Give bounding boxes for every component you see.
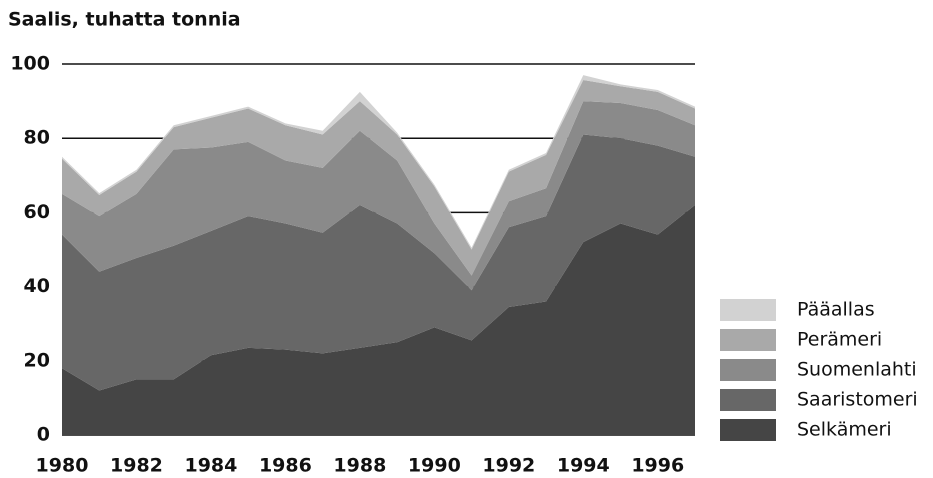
legend-label: Perämeri: [797, 329, 882, 351]
legend-swatch: [720, 359, 776, 381]
x-tick-label: 1990: [408, 455, 461, 477]
legend-label: Pääallas: [797, 299, 875, 321]
x-tick-label: 1994: [557, 455, 610, 477]
legend-swatch: [720, 329, 776, 351]
y-tick-label: 100: [10, 53, 50, 75]
y-tick-label: 80: [24, 127, 50, 149]
area: [62, 101, 695, 291]
legend-label: Selkämeri: [797, 419, 892, 441]
legend-label: Suomenlahti: [797, 359, 917, 381]
legend-swatch: [720, 389, 776, 411]
x-tick-label: 1984: [184, 455, 237, 477]
y-tick-label: 60: [24, 201, 50, 223]
x-tick-label: 1996: [631, 455, 684, 477]
x-tick-label: 1986: [259, 455, 312, 477]
chart-title: Saalis, tuhatta tonnia: [8, 9, 241, 31]
y-tick-label: 40: [24, 275, 50, 297]
area: [62, 134, 695, 391]
legend-label: Saaristomeri: [797, 389, 918, 411]
x-tick-label: 1988: [333, 455, 386, 477]
legend-swatch: [720, 299, 776, 321]
x-tick-label: 1982: [110, 455, 163, 477]
area: [62, 79, 695, 276]
y-tick-label: 20: [24, 349, 50, 371]
x-tick-label: 1980: [36, 455, 89, 477]
area: [62, 204, 695, 435]
x-tick-label: 1992: [482, 455, 535, 477]
y-tick-label: 0: [37, 424, 50, 446]
legend-swatch: [720, 419, 776, 441]
